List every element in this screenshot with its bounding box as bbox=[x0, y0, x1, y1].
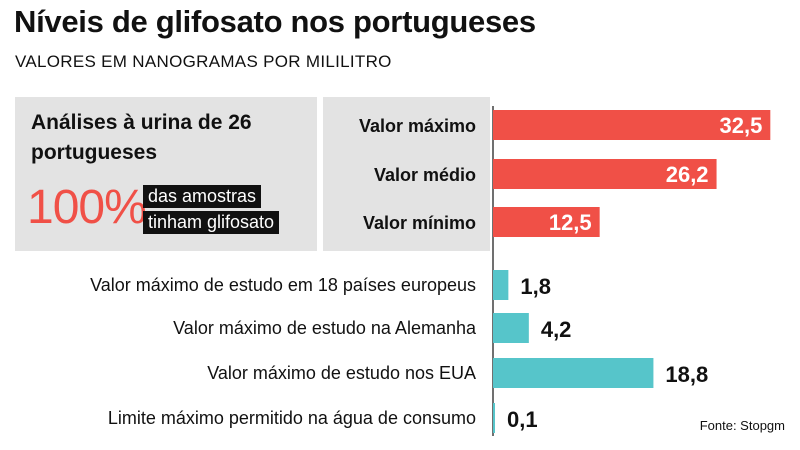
category-label-reference-0: Valor máximo de estudo em 18 países euro… bbox=[90, 275, 476, 295]
category-label-portugal-0: Valor máximo bbox=[359, 116, 476, 136]
value-label-portugal-1: 26,2 bbox=[666, 162, 709, 187]
bar-portugal-1 bbox=[493, 159, 717, 189]
chart-subtitle: VALORES EM NANOGRAMAS POR MILILITRO bbox=[15, 52, 392, 71]
category-label-reference-1: Valor máximo de estudo na Alemanha bbox=[173, 318, 477, 338]
category-label-reference-2: Valor máximo de estudo nos EUA bbox=[207, 363, 476, 383]
bar-reference-1 bbox=[493, 313, 529, 343]
portugal-labels-panel bbox=[323, 97, 490, 251]
bar-reference-0 bbox=[493, 270, 509, 300]
stat-percent: 100% bbox=[27, 181, 147, 234]
chart-title: Níveis de glifosato nos portugueses bbox=[14, 4, 536, 39]
bar-reference-3 bbox=[493, 403, 495, 433]
value-label-reference-0: 1,8 bbox=[520, 274, 551, 299]
bar-reference-2 bbox=[493, 358, 654, 388]
stat-text-line2: tinham glifosato bbox=[143, 211, 280, 234]
value-label-reference-1: 4,2 bbox=[541, 317, 572, 342]
study-title: Análises à urina de 26 portugueses bbox=[31, 111, 252, 164]
category-label-portugal-2: Valor mínimo bbox=[363, 213, 476, 233]
bar-portugal-2 bbox=[493, 207, 600, 237]
source-note: Fonte: Stopgm bbox=[699, 418, 785, 433]
stat-text-line1: das amostras bbox=[143, 185, 262, 208]
value-label-reference-3: 0,1 bbox=[507, 407, 538, 432]
category-label-reference-3: Limite máximo permitido na água de consu… bbox=[108, 408, 476, 428]
value-label-portugal-0: 32,5 bbox=[719, 113, 762, 138]
category-label-portugal-1: Valor médio bbox=[374, 165, 476, 185]
value-label-portugal-2: 12,5 bbox=[549, 210, 592, 235]
bar-portugal-0 bbox=[493, 110, 771, 140]
value-label-reference-2: 18,8 bbox=[665, 362, 708, 387]
